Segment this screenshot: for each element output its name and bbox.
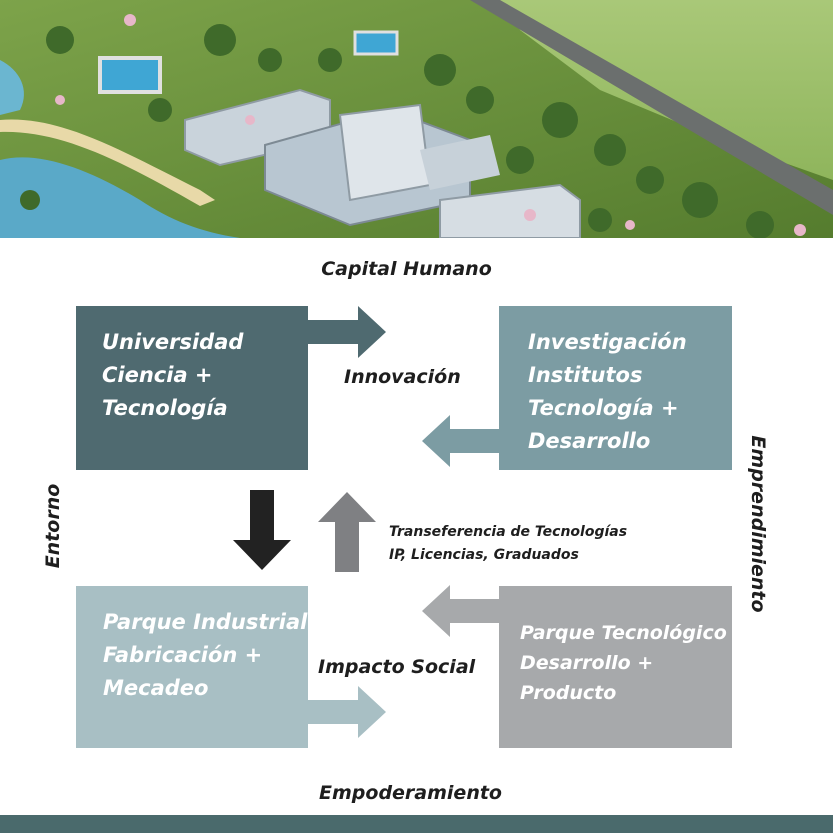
label-empoderamiento: Empoderamiento — [319, 782, 502, 804]
label-transferencia-line-2: IP, Licencias, Graduados — [389, 547, 579, 563]
label-emprendimiento: Emprendimiento — [747, 435, 769, 613]
box-parque-industrial: Parque Industrial Fabricación + Mecadeo — [76, 586, 308, 748]
box-parque-tecnologico-line-3: Producto — [520, 682, 617, 704]
box-universidad-line-2: Ciencia + — [102, 363, 213, 387]
box-parque-industrial-line-2: Fabricación + — [103, 643, 263, 667]
arrow-right-parque-industrial-icon — [308, 686, 386, 738]
box-investigacion: Investigación Institutos Tecnología + De… — [499, 306, 732, 470]
campus-aerial-photo-icon — [0, 0, 833, 238]
footer-bar — [0, 815, 833, 833]
arrow-left-investigacion-icon — [422, 415, 500, 467]
box-investigacion-line-2: Institutos — [528, 363, 643, 387]
label-impacto-social: Impacto Social — [318, 656, 476, 678]
label-capital-humano: Capital Humano — [321, 258, 492, 280]
box-investigacion-line-1: Investigación — [528, 330, 687, 354]
label-entorno: Entorno — [42, 483, 64, 569]
box-investigacion-line-3: Tecnología + — [528, 396, 679, 420]
box-parque-tecnologico: Parque Tecnológico Desarrollo + Producto — [499, 586, 732, 748]
arrow-left-parque-tecnologico-icon — [422, 585, 500, 637]
arrow-down-dark-icon — [233, 490, 291, 570]
box-universidad-line-1: Universidad — [102, 330, 244, 354]
box-parque-industrial-line-1: Parque Industrial — [103, 610, 308, 634]
box-parque-tecnologico-line-2: Desarrollo + — [520, 652, 654, 674]
box-universidad: Universidad Ciencia + Tecnología — [76, 306, 308, 470]
box-parque-tecnologico-line-1: Parque Tecnológico — [520, 622, 727, 644]
arrow-right-innovacion-icon — [308, 306, 386, 358]
box-investigacion-line-4: Desarrollo — [528, 429, 651, 453]
campus-aerial-photo — [0, 0, 833, 238]
arrow-up-gray-icon — [318, 492, 376, 572]
label-transferencia-line-1: Transeferencia de Tecnologías — [389, 524, 628, 540]
box-parque-industrial-line-3: Mecadeo — [103, 676, 209, 700]
label-innovacion: Innovación — [344, 366, 461, 388]
box-universidad-line-3: Tecnología — [102, 396, 228, 420]
